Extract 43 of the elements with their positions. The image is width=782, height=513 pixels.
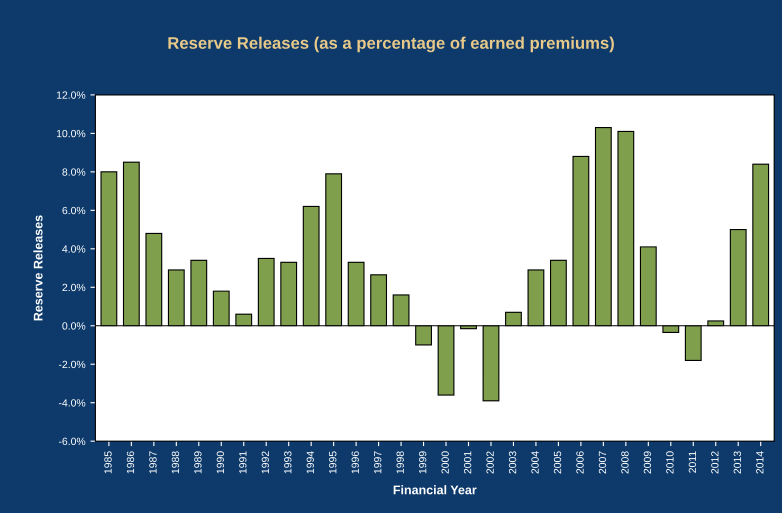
x-tick-label: 1999: [418, 451, 426, 474]
x-tick-label: 2010: [666, 451, 674, 474]
x-tick-label: 1991: [239, 451, 247, 474]
x-tick-label: 2013: [734, 451, 742, 474]
x-tick-label: 1985: [104, 451, 112, 474]
y-tick-label: 0.0%: [62, 322, 86, 330]
x-tick-label: 1992: [262, 451, 270, 474]
x-tick-label: 1994: [306, 451, 314, 474]
x-tick-label: 2005: [554, 451, 562, 474]
x-tick-label: 2014: [756, 451, 764, 474]
x-tick-label: 2012: [711, 451, 719, 474]
x-tick-label: 1990: [216, 451, 224, 474]
x-tick-label: 2004: [531, 451, 539, 474]
x-tick-label: 2008: [621, 451, 629, 474]
y-tick-label: -2.0%: [58, 360, 86, 368]
x-tick-label: 2003: [508, 451, 516, 474]
y-tick-label: 12.0%: [56, 91, 86, 99]
y-tick-label: 2.0%: [62, 284, 86, 292]
x-tick-label: 1996: [352, 451, 359, 474]
x-tick-label: 1993: [284, 451, 292, 474]
y-tick-label: -4.0%: [58, 399, 86, 407]
x-tick-label: 2001: [464, 451, 472, 474]
y-tick-label: 6.0%: [62, 206, 86, 214]
y-tick-label: -6.0%: [58, 438, 86, 446]
x-tick-label: 1997: [374, 451, 382, 474]
x-tick-label: 2009: [644, 451, 652, 474]
x-tick-label: 1989: [194, 451, 202, 474]
x-tick-label: 1988: [172, 451, 180, 474]
x-tick-label: 2007: [598, 451, 606, 474]
x-tick-label: 1987: [149, 451, 157, 474]
y-axis-title: Reserve Releases: [33, 215, 43, 320]
y-tick-label: 10.0%: [56, 130, 86, 138]
x-tick-label: 1986: [126, 451, 134, 474]
chart-title: Reserve Releases (as a percentage of earned premiums): [168, 36, 614, 52]
x-tick-label: 2002: [486, 451, 494, 474]
x-axis-title: Financial Year: [394, 485, 477, 494]
x-tick-label: 1995: [329, 451, 336, 474]
x-tick-label: 2006: [576, 451, 584, 474]
x-tick-label: 2000: [441, 451, 449, 474]
y-tick-label: 4.0%: [62, 245, 86, 253]
y-tick-label: 8.0%: [62, 168, 86, 176]
x-tick-label: 2011: [688, 451, 696, 473]
x-tick-label: 1998: [396, 451, 404, 474]
